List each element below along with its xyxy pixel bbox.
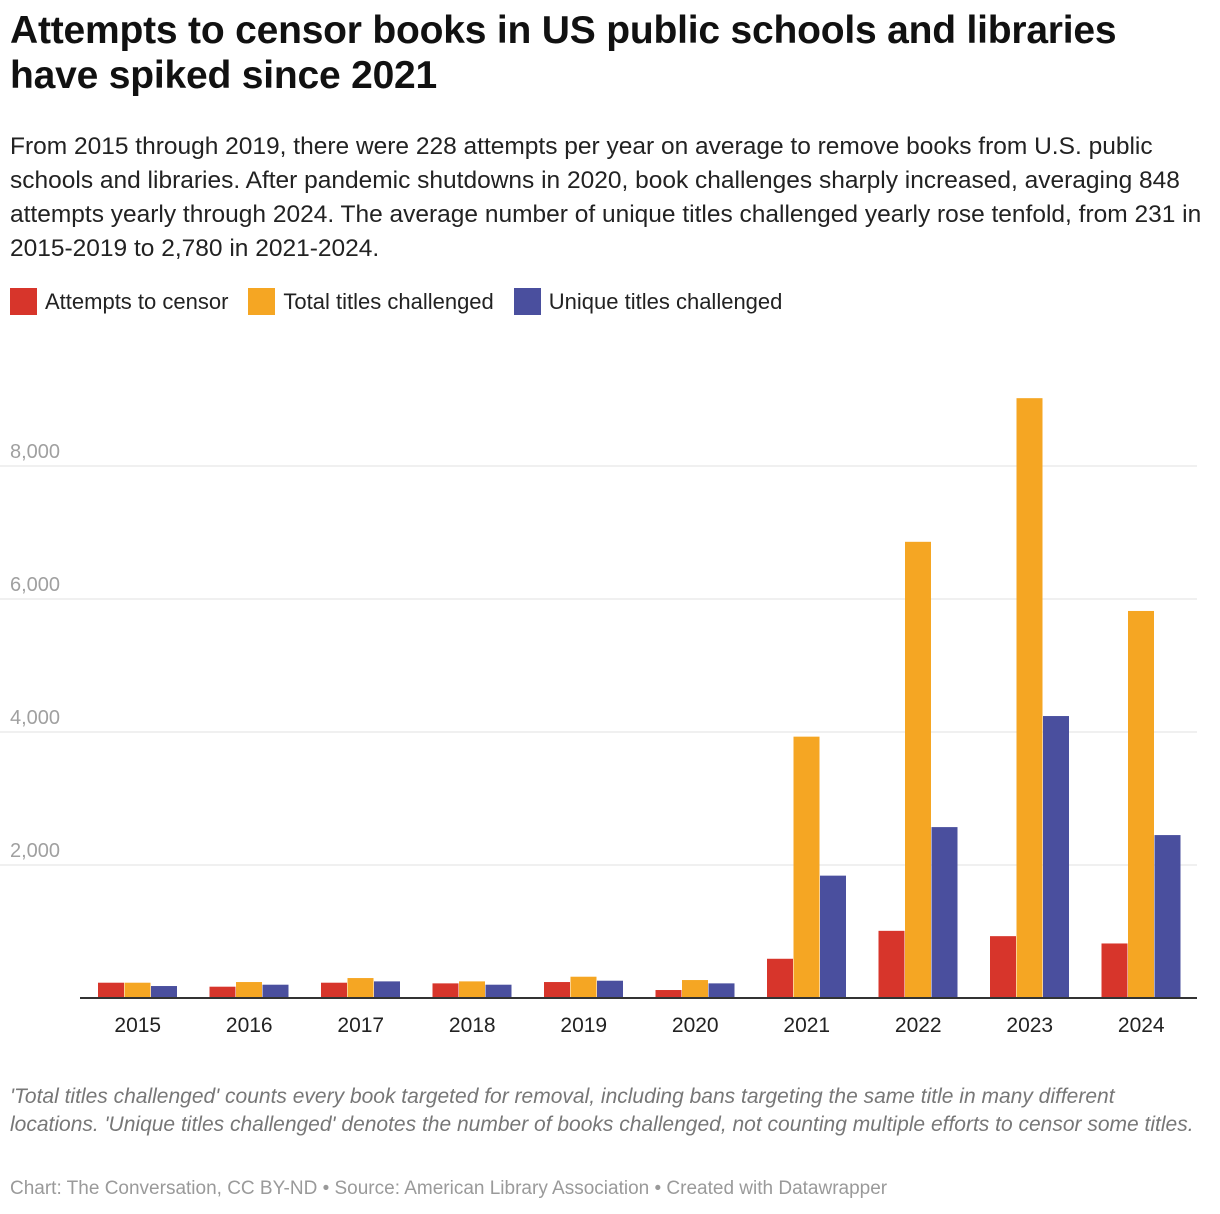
x-tick-label-2021: 2021 xyxy=(783,1014,830,1037)
bar-2015-attempts-to-censor xyxy=(98,982,124,998)
x-tick-label-2015: 2015 xyxy=(114,1014,161,1037)
bar-2018-attempts-to-censor xyxy=(432,983,459,998)
x-tick-label-2018: 2018 xyxy=(449,1014,496,1037)
bar-2018-total-titles-challenged xyxy=(459,981,485,998)
bar-2024-unique-titles-challenged xyxy=(1154,835,1181,998)
y-tick-label: 2,000 xyxy=(10,840,60,862)
chart-title: Attempts to censor books in US public sc… xyxy=(10,9,1117,97)
bar-2019-attempts-to-censor xyxy=(544,982,570,998)
legend-item-attempts: Attempts to censor xyxy=(10,288,228,315)
x-tick-label-2016: 2016 xyxy=(226,1014,273,1037)
y-tick-label: 6,000 xyxy=(10,574,60,596)
bar-2023-attempts-to-censor xyxy=(990,936,1016,998)
y-tick-label: 8,000 xyxy=(10,441,60,463)
bar-2023-total-titles-challenged xyxy=(1016,398,1043,998)
legend-swatch-attempts xyxy=(10,288,37,315)
bar-2021-attempts-to-censor xyxy=(767,958,793,998)
legend: Attempts to censor Total titles challeng… xyxy=(10,288,802,315)
legend-label-unique: Unique titles challenged xyxy=(548,288,783,314)
bar-2017-unique-titles-challenged xyxy=(374,981,400,998)
bar-2023-unique-titles-challenged xyxy=(1043,716,1069,998)
legend-label-attempts: Attempts to censor xyxy=(45,288,229,314)
legend-swatch-total xyxy=(248,288,276,315)
bar-2022-total-titles-challenged xyxy=(905,541,931,998)
bar-2015-unique-titles-challenged xyxy=(151,986,177,998)
bar-2016-unique-titles-challenged xyxy=(262,984,289,998)
bar-2022-unique-titles-challenged xyxy=(931,827,958,998)
y-tick-label: 4,000 xyxy=(10,707,60,729)
bar-2016-attempts-to-censor xyxy=(209,986,236,998)
bar-2019-total-titles-challenged xyxy=(570,976,597,998)
bar-2015-total-titles-challenged xyxy=(124,982,151,998)
legend-swatch-unique xyxy=(513,288,541,315)
bar-chart: 2,000 4,000 6,000 8,000 2015 2016 2017 2018 2019… xyxy=(0,398,1197,1037)
bar-2020-unique-titles-challenged xyxy=(708,983,735,998)
legend-item-total: Total titles challenged xyxy=(248,288,494,315)
x-tick-label-2017: 2017 xyxy=(337,1014,384,1037)
x-tick-label-2023: 2023 xyxy=(1006,1014,1053,1037)
bar-2019-unique-titles-challenged xyxy=(597,980,623,998)
x-tick-label-2019: 2019 xyxy=(560,1014,607,1037)
chart-subtitle: From 2015 through 2019, there were 228 a… xyxy=(10,133,1202,262)
bar-2020-attempts-to-censor xyxy=(655,990,682,998)
chart-credit: Chart: The Conversation, CC BY-ND • Sour… xyxy=(10,1178,888,1199)
bar-2020-total-titles-challenged xyxy=(682,980,708,998)
legend-label-total: Total titles challenged xyxy=(283,288,494,314)
x-tick-label-2020: 2020 xyxy=(672,1014,719,1037)
bar-2017-total-titles-challenged xyxy=(347,978,374,998)
bar-2021-total-titles-challenged xyxy=(793,736,820,998)
bar-2021-unique-titles-challenged xyxy=(820,875,846,998)
bar-2022-attempts-to-censor xyxy=(878,930,905,998)
bar-2016-total-titles-challenged xyxy=(236,982,262,998)
bar-2024-attempts-to-censor xyxy=(1101,943,1128,998)
x-tick-label-2024: 2024 xyxy=(1118,1014,1165,1037)
legend-item-unique: Unique titles challenged xyxy=(513,288,783,315)
x-tick-label-2022: 2022 xyxy=(895,1014,942,1037)
chart-footnote: 'Total titles challenged' counts every b… xyxy=(10,1085,1194,1136)
bar-2017-attempts-to-censor xyxy=(321,982,347,998)
bar-2024-total-titles-challenged xyxy=(1128,610,1154,998)
bar-2018-unique-titles-challenged xyxy=(485,984,512,998)
